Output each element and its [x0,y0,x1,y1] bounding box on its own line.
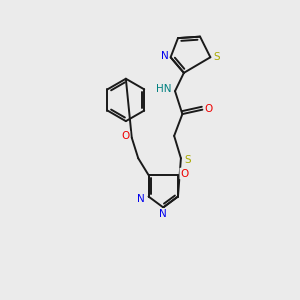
Text: O: O [205,104,213,114]
Text: S: S [214,52,220,62]
Text: HN: HN [156,84,172,94]
Text: O: O [121,131,129,141]
Text: O: O [180,169,189,178]
Text: N: N [161,51,169,61]
Text: S: S [184,155,191,165]
Text: N: N [159,209,167,219]
Text: N: N [137,194,145,204]
